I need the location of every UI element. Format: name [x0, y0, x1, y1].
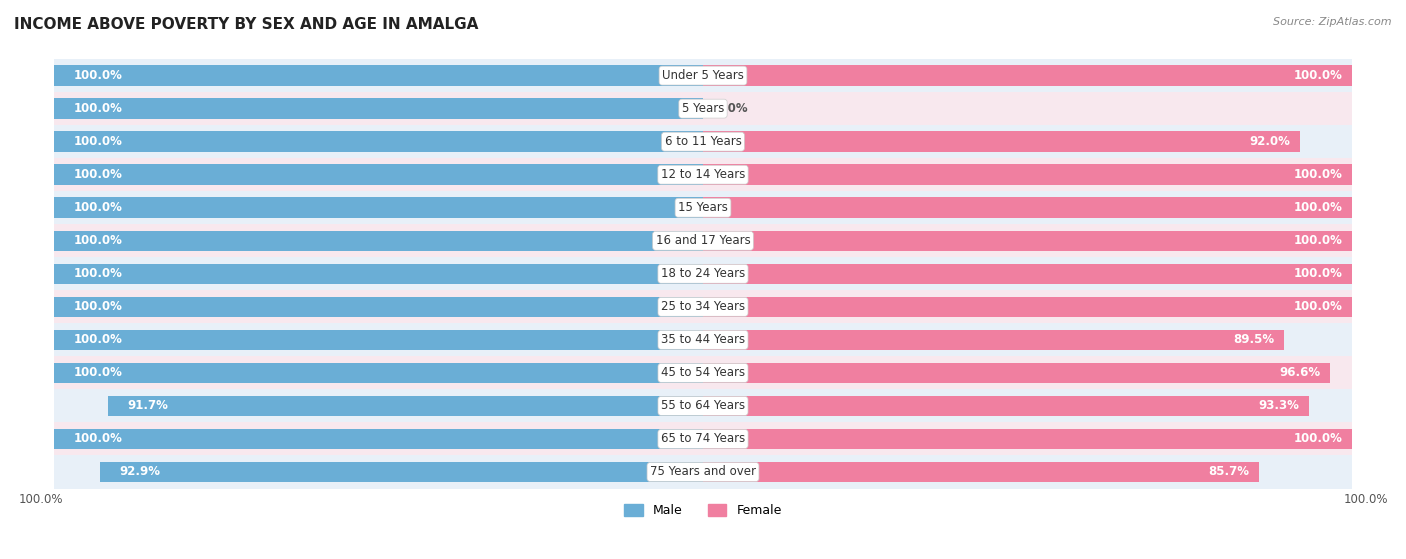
Bar	[53, 197, 703, 218]
Text: 85.7%: 85.7%	[1209, 466, 1250, 479]
Bar	[53, 164, 703, 185]
Text: 12 to 14 Years: 12 to 14 Years	[661, 168, 745, 181]
Text: 100.0%: 100.0%	[73, 366, 122, 380]
Bar	[703, 263, 1353, 284]
Text: 18 to 24 Years: 18 to 24 Years	[661, 267, 745, 280]
Text: 100.0%: 100.0%	[1294, 69, 1343, 82]
Bar	[53, 230, 703, 251]
Bar	[53, 263, 703, 284]
Bar	[53, 429, 703, 449]
Text: 100.0%: 100.0%	[73, 201, 122, 214]
Bar	[703, 462, 1260, 482]
Text: 100.0%: 100.0%	[1294, 201, 1343, 214]
Bar	[53, 98, 703, 119]
Bar	[703, 330, 1284, 350]
Bar	[703, 197, 1353, 218]
Text: 16 and 17 Years: 16 and 17 Years	[655, 234, 751, 247]
Text: 35 to 44 Years: 35 to 44 Years	[661, 333, 745, 347]
Text: 0.0%: 0.0%	[716, 102, 748, 115]
Bar	[53, 456, 1353, 489]
Bar	[703, 297, 1353, 317]
Bar	[703, 429, 1353, 449]
Text: Source: ZipAtlas.com: Source: ZipAtlas.com	[1274, 17, 1392, 27]
Text: 100.0%: 100.0%	[1294, 168, 1343, 181]
Text: 25 to 34 Years: 25 to 34 Years	[661, 300, 745, 314]
Text: 93.3%: 93.3%	[1258, 400, 1299, 413]
Text: 100.0%: 100.0%	[73, 267, 122, 280]
Text: 100.0%: 100.0%	[1343, 494, 1388, 506]
Bar	[703, 396, 1309, 416]
Text: 100.0%: 100.0%	[73, 135, 122, 148]
Text: 100.0%: 100.0%	[73, 433, 122, 446]
Bar	[53, 59, 1353, 92]
Bar	[100, 462, 703, 482]
Bar	[53, 363, 703, 383]
Text: 65 to 74 Years: 65 to 74 Years	[661, 433, 745, 446]
Text: 55 to 64 Years: 55 to 64 Years	[661, 400, 745, 413]
Bar	[703, 363, 1330, 383]
Bar	[703, 164, 1353, 185]
Text: 100.0%: 100.0%	[1294, 300, 1343, 314]
Text: 100.0%: 100.0%	[73, 300, 122, 314]
Text: 92.9%: 92.9%	[120, 466, 160, 479]
Bar	[53, 158, 1353, 191]
Text: Under 5 Years: Under 5 Years	[662, 69, 744, 82]
Bar	[53, 224, 1353, 257]
Bar	[53, 92, 1353, 125]
Text: 6 to 11 Years: 6 to 11 Years	[665, 135, 741, 148]
Bar	[53, 131, 703, 152]
Bar	[53, 257, 1353, 290]
Text: 92.0%: 92.0%	[1250, 135, 1291, 148]
Text: 15 Years: 15 Years	[678, 201, 728, 214]
Text: 100.0%: 100.0%	[1294, 267, 1343, 280]
Bar	[53, 191, 1353, 224]
Text: 100.0%: 100.0%	[73, 102, 122, 115]
Text: 45 to 54 Years: 45 to 54 Years	[661, 366, 745, 380]
Text: 100.0%: 100.0%	[73, 333, 122, 347]
Bar	[108, 396, 703, 416]
Bar	[53, 125, 1353, 158]
Text: INCOME ABOVE POVERTY BY SEX AND AGE IN AMALGA: INCOME ABOVE POVERTY BY SEX AND AGE IN A…	[14, 17, 478, 32]
Text: 91.7%: 91.7%	[128, 400, 169, 413]
Bar	[703, 230, 1353, 251]
Text: 100.0%: 100.0%	[73, 168, 122, 181]
Bar	[53, 357, 1353, 390]
Bar	[53, 423, 1353, 456]
Text: 96.6%: 96.6%	[1279, 366, 1320, 380]
Text: 100.0%: 100.0%	[73, 69, 122, 82]
Text: 100.0%: 100.0%	[1294, 433, 1343, 446]
Text: 100.0%: 100.0%	[18, 494, 63, 506]
Text: 5 Years: 5 Years	[682, 102, 724, 115]
Text: 100.0%: 100.0%	[1294, 234, 1343, 247]
Bar	[703, 131, 1301, 152]
Bar	[53, 290, 1353, 323]
Bar	[703, 65, 1353, 86]
Text: 100.0%: 100.0%	[73, 234, 122, 247]
Bar	[53, 390, 1353, 423]
Bar	[53, 330, 703, 350]
Bar	[53, 297, 703, 317]
Text: 75 Years and over: 75 Years and over	[650, 466, 756, 479]
Legend: Male, Female: Male, Female	[619, 499, 787, 522]
Bar	[53, 65, 703, 86]
Text: 89.5%: 89.5%	[1233, 333, 1274, 347]
Bar	[53, 323, 1353, 357]
